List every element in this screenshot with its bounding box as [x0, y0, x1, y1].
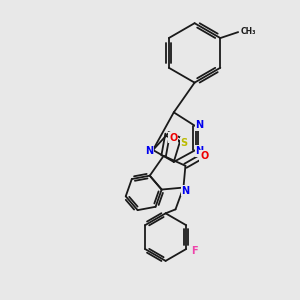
Text: N: N [196, 146, 204, 156]
Text: N: N [196, 120, 204, 130]
Text: S: S [181, 138, 188, 148]
Text: CH₃: CH₃ [240, 27, 256, 36]
Text: N: N [145, 146, 153, 156]
Text: N: N [182, 185, 190, 196]
Text: F: F [191, 246, 197, 256]
Text: O: O [200, 151, 208, 161]
Text: O: O [169, 133, 177, 142]
